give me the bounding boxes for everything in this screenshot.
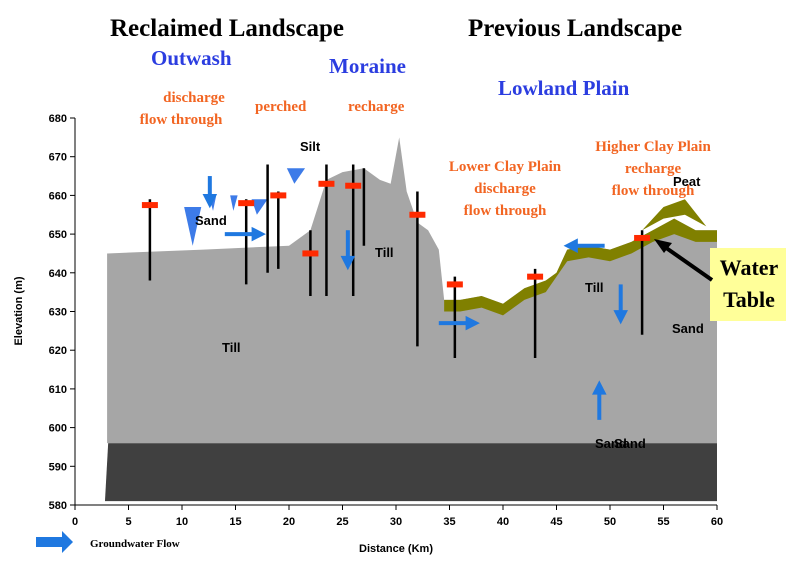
x-tick-label: 10: [176, 516, 188, 528]
flow-arrow-head: [592, 380, 607, 395]
water: [184, 207, 202, 246]
callout: Table: [723, 287, 775, 312]
water: [230, 195, 238, 211]
flow-arrow-head: [613, 310, 628, 325]
x-tick-label: 60: [711, 516, 723, 528]
callout: Water: [720, 255, 779, 280]
screen: [345, 182, 362, 189]
screen: [409, 211, 426, 218]
note: Lower Clay Plain: [449, 159, 562, 175]
material: Silt: [300, 139, 321, 154]
note: discharge: [163, 90, 225, 106]
flow-arrow-head: [251, 226, 266, 242]
water: [286, 168, 306, 184]
x-tick-label: 15: [229, 516, 241, 528]
y-tick-label: 590: [49, 461, 67, 473]
x-tick-label: 20: [283, 516, 295, 528]
x-tick-label: 55: [657, 516, 669, 528]
note: discharge: [474, 181, 536, 197]
till: [107, 137, 718, 444]
screen: [238, 200, 255, 207]
region: Outwash: [151, 46, 232, 70]
flow-arrow-head: [202, 193, 218, 209]
y-tick-label: 650: [49, 229, 67, 241]
material: Sand: [595, 436, 627, 451]
x-tick-label: 35: [443, 516, 455, 528]
material: Till: [222, 340, 241, 355]
material: Till: [375, 245, 394, 260]
material: Sand: [672, 321, 704, 336]
note: recharge: [625, 161, 682, 177]
x-tick-label: 25: [336, 516, 348, 528]
y-axis-label: Elevation (m): [13, 276, 25, 345]
screen: [527, 273, 544, 280]
note: flow through: [464, 203, 547, 219]
title-right: Previous Landscape: [468, 15, 682, 42]
callout-box: [710, 248, 786, 321]
screen: [141, 202, 158, 209]
y-tick-label: 670: [49, 152, 67, 164]
material: Sand: [195, 213, 227, 228]
geology: [104, 137, 718, 502]
note: flow through: [612, 183, 695, 199]
y-tick-label: 640: [49, 268, 67, 280]
y-tick-label: 610: [49, 384, 67, 396]
water: [251, 199, 268, 215]
screen: [270, 192, 287, 199]
note: Higher Clay Plain: [595, 139, 711, 155]
callout-arrow: [660, 243, 714, 282]
x-tick-label: 30: [390, 516, 402, 528]
note: perched: [255, 99, 307, 115]
x-tick-label: 5: [125, 516, 131, 528]
clay: [444, 218, 717, 316]
material: Sand: [614, 436, 646, 451]
legend-label: Groundwater Flow: [90, 538, 180, 550]
screen: [318, 180, 335, 187]
bedrock: [104, 443, 717, 502]
y-tick-label: 580: [49, 500, 67, 512]
y-tick-label: 680: [49, 113, 67, 125]
title-left: Reclaimed Landscape: [110, 15, 344, 42]
note: recharge: [348, 99, 405, 115]
x-tick-label: 50: [604, 516, 616, 528]
y-tick-label: 630: [49, 307, 67, 319]
x-tick-label: 0: [72, 516, 78, 528]
note: flow through: [140, 112, 223, 128]
y-tick-label: 620: [49, 345, 67, 357]
callout-arrow-head: [654, 239, 672, 253]
flow-arrow-head: [340, 255, 356, 271]
legend-arrow: [36, 531, 73, 553]
peat: [642, 199, 707, 231]
screen: [446, 281, 463, 288]
y-tick-label: 660: [49, 190, 67, 202]
screen: [634, 234, 651, 241]
x-tick-label: 40: [497, 516, 509, 528]
flow-arrow-head: [465, 315, 480, 331]
material: Peat: [673, 174, 701, 189]
region: Moraine: [329, 54, 406, 78]
flow-arrow-head: [563, 238, 578, 253]
screen: [302, 250, 319, 257]
y-tick-label: 600: [49, 423, 67, 435]
x-tick-label: 45: [550, 516, 562, 528]
region: Lowland Plain: [498, 76, 630, 100]
x-axis-label: Distance (Km): [359, 543, 433, 555]
material: Till: [585, 280, 604, 295]
